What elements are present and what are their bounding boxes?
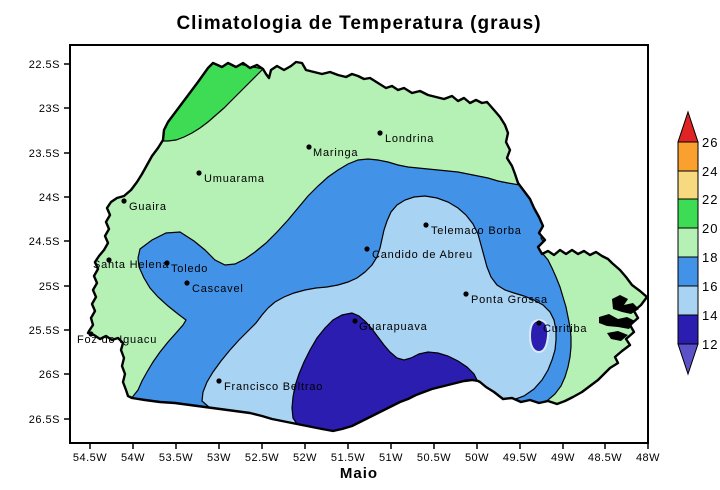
x-tick-label: 54W	[121, 452, 145, 464]
city-marker	[106, 257, 112, 263]
y-tick-label: 24S	[39, 192, 60, 204]
x-tick-label: 52.5W	[245, 452, 279, 464]
x-tick-label: 50.5W	[417, 452, 451, 464]
x-tick-label: 53W	[207, 452, 231, 464]
city-label: Telemaco Borba	[431, 225, 522, 237]
y-tick-label: 23.5S	[29, 148, 60, 160]
city-marker	[121, 198, 127, 204]
chart-title: Climatologia de Temperatura (graus)	[176, 13, 541, 34]
x-tick-label: 54.5W	[73, 452, 107, 464]
y-tick-label: 25S	[39, 281, 60, 293]
legend-seg-22-24	[677, 170, 699, 200]
y-tick-label: 26S	[39, 369, 60, 381]
legend-label: 14	[702, 308, 718, 323]
legend-colorbar	[677, 110, 699, 376]
x-tick-label: 48.5W	[588, 452, 622, 464]
y-axis	[64, 63, 70, 420]
x-tick-label: 49.5W	[503, 452, 537, 464]
x-tick-label: 53.5W	[159, 452, 193, 464]
city-marker	[352, 318, 358, 324]
city-marker	[423, 222, 429, 228]
x-axis-labels: 54.5W 54W 53.5W 53W 52.5W 52W 51.5W 51W …	[73, 452, 660, 464]
city-label: Candido de Abreu	[372, 249, 473, 261]
city-label: Toledo	[171, 263, 208, 275]
x-tick-label: 49W	[551, 452, 575, 464]
city-label: Santa Helena	[93, 259, 169, 271]
city-label: Ponta Grossa	[471, 294, 548, 306]
city-marker	[196, 170, 202, 176]
city-marker	[88, 331, 94, 337]
legend-label: 18	[702, 250, 718, 265]
legend-label: 20	[702, 221, 718, 236]
city-label: Guaira	[129, 201, 167, 213]
x-axis-title: Maio	[340, 465, 378, 482]
legend-seg-above-26	[677, 110, 699, 143]
legend-label: 24	[702, 164, 718, 179]
y-tick-label: 24.5S	[29, 236, 60, 248]
city-label: Foz do Iguacu	[77, 334, 157, 346]
city-label: Umuarama	[204, 173, 265, 185]
legend-seg-20-22	[677, 198, 699, 229]
legend-seg-24-26	[677, 141, 699, 172]
legend-seg-16-18	[677, 256, 699, 287]
legend-label: 26	[702, 135, 718, 150]
legend-label: 22	[702, 192, 718, 207]
y-tick-label: 25.5S	[29, 325, 60, 337]
city-label: Maringa	[313, 147, 358, 159]
legend-seg-below-12	[677, 343, 699, 376]
city-marker	[536, 320, 542, 326]
city-labels: Londrina Maringa Umuarama Guaira Telemac…	[77, 133, 587, 393]
city-label: Cascavel	[192, 283, 244, 295]
legend-seg-12-14	[677, 314, 699, 345]
x-tick-label: 50W	[465, 452, 489, 464]
city-marker	[364, 246, 370, 252]
city-label: Guarapuava	[359, 321, 428, 333]
x-tick-label: 51W	[379, 452, 403, 464]
legend-label: 16	[702, 279, 718, 294]
band-12-14-curitiba	[528, 318, 550, 354]
legend-seg-14-16	[677, 285, 699, 316]
legend-seg-18-20	[677, 227, 699, 258]
city-marker	[216, 378, 222, 384]
city-label: Londrina	[385, 133, 434, 145]
city-label: Francisco Beltrao	[224, 381, 323, 393]
city-markers	[88, 130, 542, 384]
y-tick-label: 26.5S	[29, 414, 60, 426]
y-tick-label: 22.5S	[29, 59, 60, 71]
coastal-bays	[599, 295, 639, 341]
city-marker	[306, 144, 312, 150]
legend-label: 12	[702, 337, 718, 352]
city-marker	[184, 280, 190, 286]
y-tick-label: 23S	[39, 103, 60, 115]
x-tick-label: 48W	[636, 452, 660, 464]
y-axis-labels: 22.5S 23S 23.5S 24S 24.5S 25S 25.5S 26S …	[29, 59, 60, 426]
x-tick-label: 51.5W	[331, 452, 365, 464]
x-tick-label: 52W	[293, 452, 317, 464]
legend-labels: 26 24 22 20 18 16 14 12	[702, 135, 718, 352]
city-label: Curitiba	[543, 323, 587, 335]
city-marker	[463, 291, 469, 297]
x-axis	[89, 443, 649, 449]
city-marker	[377, 130, 383, 136]
city-marker	[164, 260, 170, 266]
state-outline-parana	[86, 60, 649, 433]
